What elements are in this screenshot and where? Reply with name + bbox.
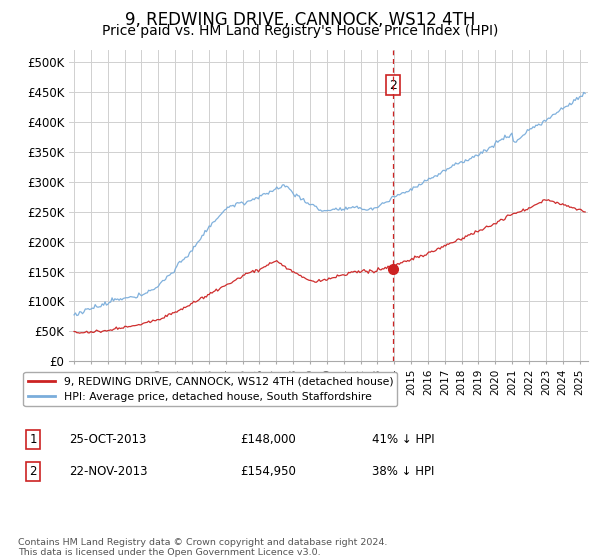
Text: 41% ↓ HPI: 41% ↓ HPI bbox=[372, 433, 434, 446]
Text: Price paid vs. HM Land Registry's House Price Index (HPI): Price paid vs. HM Land Registry's House … bbox=[102, 24, 498, 38]
Text: 38% ↓ HPI: 38% ↓ HPI bbox=[372, 465, 434, 478]
Text: £154,950: £154,950 bbox=[240, 465, 296, 478]
Text: 2: 2 bbox=[389, 78, 397, 92]
Legend: 9, REDWING DRIVE, CANNOCK, WS12 4TH (detached house), HPI: Average price, detach: 9, REDWING DRIVE, CANNOCK, WS12 4TH (det… bbox=[23, 372, 397, 407]
Text: 22-NOV-2013: 22-NOV-2013 bbox=[69, 465, 148, 478]
Text: £148,000: £148,000 bbox=[240, 433, 296, 446]
Text: 1: 1 bbox=[29, 433, 37, 446]
Text: 25-OCT-2013: 25-OCT-2013 bbox=[69, 433, 146, 446]
Text: 2: 2 bbox=[29, 465, 37, 478]
Text: Contains HM Land Registry data © Crown copyright and database right 2024.
This d: Contains HM Land Registry data © Crown c… bbox=[18, 538, 388, 557]
Text: 9, REDWING DRIVE, CANNOCK, WS12 4TH: 9, REDWING DRIVE, CANNOCK, WS12 4TH bbox=[125, 11, 475, 29]
